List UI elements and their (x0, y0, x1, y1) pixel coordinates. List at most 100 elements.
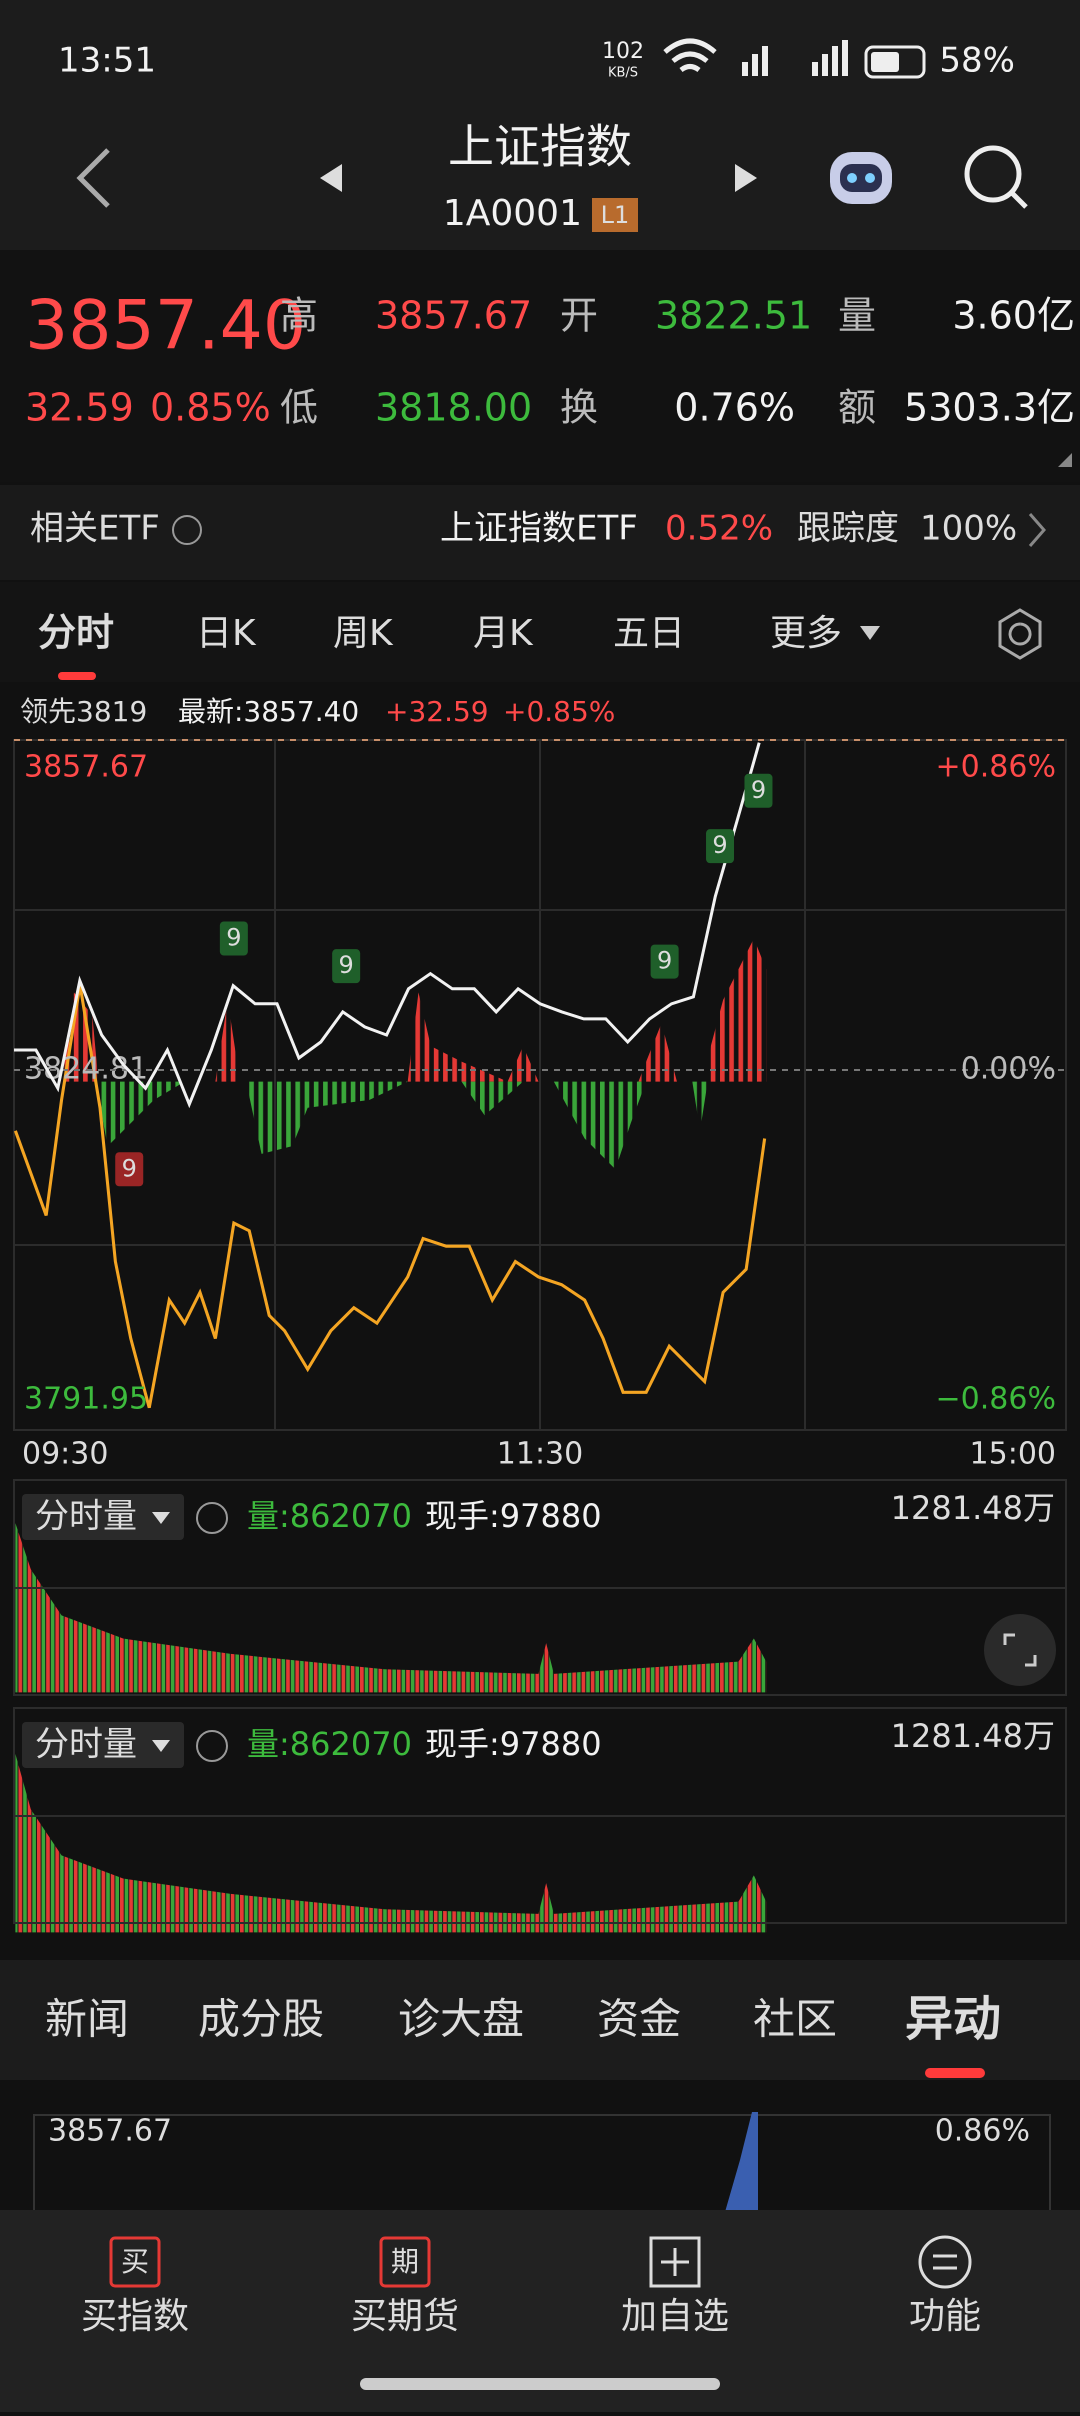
back-button[interactable] (76, 148, 110, 208)
etf-label: 相关ETF (30, 509, 160, 549)
up-bars (61, 938, 767, 1082)
tab[interactable]: 分时 (38, 611, 114, 655)
tracking: 100% (920, 509, 1017, 549)
title: 上证指数 (448, 120, 632, 174)
field-value: 3818.00 (375, 386, 532, 430)
mini-high: 3857.67 (48, 2114, 172, 2149)
x-tick-label: 15:00 (970, 1437, 1056, 1472)
tab[interactable]: 日K (196, 613, 257, 654)
nav-label[interactable]: 买期货 (351, 2296, 459, 2337)
signal-marker: 9 (712, 831, 727, 859)
latest: 最新:3857.40 (178, 695, 359, 728)
signal-icons (742, 40, 848, 76)
x-tick-label: 11:30 (497, 1437, 583, 1472)
signal-marker: 9 (657, 947, 672, 975)
signal-marker: 9 (226, 923, 241, 951)
info-pct: +0.85% (503, 695, 615, 728)
signal-marker: 9 (122, 1154, 137, 1182)
y-tick-label: 3857.67 (24, 750, 148, 785)
change-pct: 0.85% (150, 386, 271, 430)
nav-icon (379, 2236, 431, 2288)
signal-marker-bg (332, 949, 361, 984)
speed-unit: KB/S (608, 66, 638, 81)
volume-hand: 现手:97880 (425, 1497, 602, 1535)
price-line (14, 742, 761, 1109)
nav-label[interactable]: 功能 (909, 2296, 981, 2337)
battery-level (871, 52, 899, 72)
field-label: 换 (560, 386, 598, 430)
prev-button[interactable] (320, 164, 342, 192)
nav-icon (109, 2236, 161, 2288)
field-label: 额 (838, 386, 876, 430)
signal-marker-bg (744, 773, 773, 808)
price: 3857.40 (25, 287, 306, 366)
wifi-icon (663, 38, 717, 73)
tab[interactable]: 周K (333, 613, 394, 654)
signal-marker-bg (115, 1152, 144, 1187)
help-icon[interactable] (172, 515, 202, 545)
assistant-icon[interactable] (830, 152, 892, 204)
info-change: +32.59 (385, 695, 489, 728)
volume-selector[interactable] (22, 1722, 184, 1768)
nav-icon (649, 2236, 701, 2288)
field-value: 0.76% (674, 386, 795, 430)
nav-label[interactable]: 买指数 (81, 2296, 189, 2337)
bottom-tab[interactable]: 诊大盘 (398, 1995, 524, 2044)
field-label: 开 (560, 294, 598, 338)
more-caret (860, 626, 880, 640)
volume-max: 1281.48万 (891, 1717, 1055, 1755)
expand-corner[interactable] (1058, 453, 1072, 467)
mini-area (725, 2112, 758, 2212)
quote-bg (0, 250, 1080, 482)
battery-icon (864, 45, 926, 79)
bottom-tab-indicator (925, 2068, 985, 2078)
volume-label: 分时量 (35, 1725, 137, 1765)
nav-icon-text: 期 (391, 2245, 419, 2278)
x-tick-label: 09:30 (22, 1437, 108, 1472)
field-value: 3822.51 (655, 294, 812, 338)
tracking-label: 跟踪度 (797, 509, 899, 549)
field-value: 3857.67 (375, 294, 532, 338)
tab[interactable]: 更多 (770, 613, 842, 654)
lead: 领先3819 (20, 695, 147, 728)
fullscreen-button[interactable] (984, 1614, 1056, 1686)
y2-tick-label: +0.86% (936, 750, 1056, 785)
level: L1 (601, 201, 630, 229)
field-value: 3.60亿 (952, 294, 1075, 338)
y2-tick-label: 0.00% (961, 1052, 1056, 1087)
nav-label[interactable]: 加自选 (621, 2296, 729, 2337)
signal-marker-bg (219, 921, 248, 956)
etf-bg (0, 485, 1080, 580)
lead-line (13, 984, 767, 1409)
signal-marker-bg (706, 829, 735, 864)
volume-help[interactable] (196, 1502, 228, 1534)
y-tick-label: 3791.95 (24, 1382, 148, 1417)
next-button[interactable] (735, 164, 757, 192)
volume-total: 量:862070 (247, 1497, 412, 1535)
etf-name[interactable]: 上证指数ETF (440, 509, 638, 549)
bottom-tab[interactable]: 异动 (905, 1991, 1001, 2047)
bottom-tab[interactable]: 成分股 (198, 1995, 324, 2044)
header-bg (0, 0, 1080, 250)
tab[interactable]: 月K (473, 613, 534, 654)
tabs-bg (0, 582, 1080, 682)
nav-icon-lines (933, 2254, 957, 2270)
level-badge (592, 198, 638, 232)
search-button[interactable] (964, 145, 1028, 209)
etf-chevron[interactable] (1028, 513, 1046, 547)
volume-caret (152, 1740, 170, 1752)
etf-change: 0.52% (665, 509, 773, 549)
volume-bars (15, 1523, 767, 1693)
bottom-tab[interactable]: 新闻 (45, 1995, 129, 2044)
bottom-tab[interactable]: 社区 (753, 1995, 837, 2044)
chart-decor (13, 938, 767, 1933)
settings-button[interactable] (998, 608, 1042, 660)
signal-marker-bg (650, 944, 679, 979)
volume-selector[interactable] (22, 1494, 184, 1540)
mini-chart-frame (33, 2114, 1051, 2216)
nav-icon-text: 买 (121, 2245, 149, 2278)
tab[interactable]: 五日 (613, 613, 685, 654)
bottom-tab[interactable]: 资金 (597, 1995, 681, 2044)
mini-pct: 0.86% (935, 2114, 1030, 2149)
volume-help[interactable] (196, 1730, 228, 1762)
